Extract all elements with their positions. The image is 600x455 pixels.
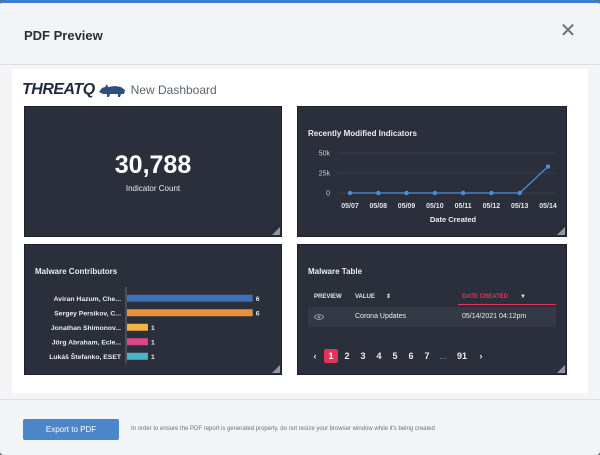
- page-ellipsis: ...: [439, 351, 447, 361]
- bar-category-label: Jörg Abraham, Ecle...: [52, 339, 121, 346]
- recent-indicators-chart: 0 25k 50k 05/07 05/08 05/09 05/10 05/11 05/12 05/…: [319, 151, 557, 225]
- bar-value-label: 6: [256, 310, 260, 317]
- bar-category-label: Jonathan Shimonov...: [51, 325, 121, 332]
- data-point[interactable]: [347, 190, 353, 196]
- bar[interactable]: [127, 309, 253, 317]
- malware-contributors-chart: Aviran Hazum, Che... 6 Sergey Persikov, C.…: [49, 287, 260, 364]
- bar-value-label: 1: [151, 325, 155, 332]
- y-tick-label: 0: [326, 191, 330, 198]
- data-point[interactable]: [432, 190, 438, 196]
- data-point[interactable]: [545, 164, 551, 169]
- data-point[interactable]: [376, 190, 381, 196]
- indicator-count-card: 30,788 Indicator Count: [24, 106, 282, 237]
- column-preview[interactable]: PREVIEW: [314, 294, 342, 300]
- bar-category-label: Aviran Hazum, Che...: [54, 296, 121, 303]
- indicator-count-label: Indicator Count: [125, 184, 181, 193]
- dashboard-preview: THREATQ New Dashboard 30,788 Indicator C…: [12, 69, 588, 393]
- malware-contributors-card: Malware Contributors Aviran Hazum, Che..…: [24, 244, 282, 375]
- data-point[interactable]: [404, 190, 409, 196]
- bar-value-label: 6: [256, 296, 260, 303]
- modal-footer: Export to PDF In order to ensure the PDF…: [0, 399, 600, 455]
- recent-indicators-card: Recently Modified Indicators 0 25k 50k 05/0…: [297, 106, 567, 237]
- pagination: ‹ 1 2 3 4 5 6 7 ... 91 ›: [308, 349, 490, 363]
- rhino-logo-icon: [98, 84, 125, 97]
- threatq-logo: THREATQ: [22, 81, 95, 98]
- bar-value-label: 1: [151, 339, 155, 346]
- next-page-icon[interactable]: ›: [479, 351, 483, 361]
- resize-handle[interactable]: [272, 227, 280, 235]
- card-title: Recently Modified Indicators: [308, 129, 417, 138]
- x-axis-label: Date Created: [430, 215, 477, 224]
- column-date-created[interactable]: DATE CREATED: [462, 294, 509, 300]
- data-point[interactable]: [460, 190, 466, 196]
- row-date: 05/14/2021 04:12pm: [462, 313, 527, 320]
- bar[interactable]: [127, 323, 148, 331]
- x-tick-label: 05/14: [539, 203, 557, 210]
- close-icon[interactable]: ✕: [559, 20, 577, 42]
- modal-title: PDF Preview: [24, 28, 103, 43]
- bar-category-label: Lukáš Štefanko, ESET: [49, 352, 122, 361]
- footer-note: In order to ensure the PDF report is gen…: [131, 426, 435, 432]
- bar-category-label: Sergey Persikov, C...: [54, 310, 121, 317]
- series-line: [350, 166, 549, 194]
- x-tick-label: 05/11: [455, 203, 472, 210]
- bar-value-label: 1: [151, 354, 155, 361]
- resize-handle[interactable]: [272, 365, 280, 373]
- card-title: Malware Table: [308, 267, 363, 276]
- dashboard-name: New Dashboard: [130, 83, 217, 97]
- sort-icon[interactable]: ⇕: [386, 294, 392, 300]
- page-3[interactable]: 3: [360, 351, 366, 361]
- y-tick-label: 25k: [319, 171, 331, 178]
- card-title: Malware Contributors: [35, 267, 118, 276]
- x-tick-label: 05/13: [511, 203, 529, 210]
- eye-icon[interactable]: [314, 314, 324, 320]
- page-7[interactable]: 7: [424, 351, 430, 361]
- page-1[interactable]: 1: [324, 349, 338, 363]
- page-5[interactable]: 5: [392, 351, 398, 361]
- page-last[interactable]: 91: [456, 351, 467, 361]
- y-tick-label: 50k: [319, 151, 331, 158]
- page-2[interactable]: 2: [344, 351, 350, 361]
- data-point[interactable]: [489, 190, 494, 196]
- resize-handle[interactable]: [557, 365, 565, 373]
- prev-page-icon[interactable]: ‹: [313, 351, 317, 361]
- export-pdf-button[interactable]: Export to PDF: [23, 419, 119, 440]
- sort-desc-icon[interactable]: ▼: [520, 294, 526, 300]
- resize-handle[interactable]: [557, 227, 565, 235]
- x-tick-label: 05/12: [483, 203, 501, 210]
- date-column-underline: [458, 304, 556, 305]
- bar[interactable]: [127, 352, 148, 360]
- data-point[interactable]: [517, 190, 522, 196]
- indicator-count-value: 30,788: [114, 151, 192, 179]
- table-row[interactable]: Corona Updates 05/14/2021 04:12pm: [308, 307, 556, 327]
- bar[interactable]: [127, 338, 148, 346]
- page-4[interactable]: 4: [376, 351, 382, 361]
- column-value[interactable]: VALUE: [355, 294, 375, 300]
- malware-table-card: Malware Table PREVIEW VALUE ⇕ DATE CREAT…: [297, 244, 567, 375]
- modal-header: PDF Preview ✕: [0, 3, 600, 65]
- x-tick-label: 05/08: [370, 203, 388, 210]
- brand-header: THREATQ New Dashboard: [22, 79, 217, 101]
- row-value: Corona Updates: [355, 313, 406, 320]
- x-tick-label: 05/07: [341, 203, 359, 210]
- table-header: PREVIEW VALUE ⇕ DATE CREATED ▼: [308, 290, 556, 305]
- x-tick-label: 05/09: [398, 203, 416, 210]
- x-tick-label: 05/10: [426, 203, 444, 210]
- page-6[interactable]: 6: [408, 351, 414, 361]
- bar[interactable]: [127, 294, 253, 302]
